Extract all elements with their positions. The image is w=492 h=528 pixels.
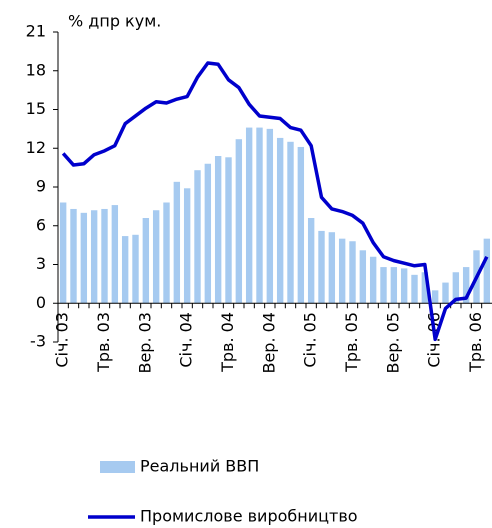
- bar: [318, 230, 325, 304]
- bar: [90, 210, 98, 304]
- y-axis-label: % дпр кум.: [68, 12, 161, 31]
- bar: [152, 210, 160, 304]
- x-tick-label: Січ. 04: [177, 312, 196, 368]
- bar: [235, 139, 243, 304]
- legend-label: Реальний ВВП: [140, 457, 259, 476]
- bar: [256, 127, 263, 304]
- bar: [390, 267, 398, 304]
- x-tick-label: Трв. 03: [94, 312, 113, 373]
- bar: [204, 163, 212, 304]
- x-tick-label: Вер. 03: [135, 312, 154, 374]
- y-tick-label: 12: [26, 138, 46, 157]
- bar: [163, 202, 170, 304]
- y-tick-label: 6: [36, 215, 46, 234]
- bar: [183, 188, 191, 304]
- bar: [462, 267, 470, 304]
- bar: [369, 256, 377, 304]
- bar: [411, 274, 418, 304]
- legend-label: Промислове виробництво: [140, 507, 358, 526]
- bar: [80, 212, 88, 304]
- bar: [266, 128, 274, 304]
- bar: [400, 268, 408, 304]
- x-tick-label: Вер. 04: [259, 312, 278, 374]
- bar: [380, 267, 387, 304]
- bar: [276, 137, 284, 304]
- bar: [245, 127, 253, 304]
- bar: [214, 156, 222, 304]
- bar: [297, 146, 305, 304]
- x-tick-label: Січ. 03: [53, 312, 72, 368]
- x-tick-label: Трв. 06: [466, 312, 485, 373]
- bar: [59, 202, 67, 304]
- bar: [442, 282, 449, 304]
- y-tick-label: 21: [26, 22, 46, 41]
- x-tick-label: Трв. 05: [342, 312, 361, 373]
- y-tick-label: -3: [30, 332, 46, 351]
- y-tick-label: 15: [26, 99, 46, 118]
- bar: [287, 141, 294, 304]
- bar: [173, 181, 181, 304]
- bar: [431, 290, 439, 304]
- bar: [359, 250, 367, 304]
- y-tick-label: 0: [36, 293, 46, 312]
- x-tick-label: Трв. 04: [218, 312, 237, 373]
- bar: [452, 272, 460, 304]
- bar: [483, 238, 491, 304]
- bar: [121, 236, 129, 304]
- bar: [338, 238, 346, 304]
- bar: [225, 157, 232, 304]
- bar: [307, 218, 315, 304]
- bar: [111, 205, 119, 304]
- y-tick-label: 18: [26, 60, 46, 79]
- bar: [142, 218, 150, 304]
- legend-swatch: [100, 461, 135, 473]
- x-tick-label: Вер. 05: [383, 312, 402, 374]
- bar: [132, 234, 139, 304]
- y-tick-label: 3: [36, 254, 46, 273]
- y-tick-label: 9: [36, 177, 46, 196]
- x-tick-label: Січ. 05: [301, 312, 320, 368]
- bar: [349, 241, 356, 304]
- bar: [101, 208, 108, 304]
- line: [61, 61, 489, 342]
- bar: [328, 232, 336, 304]
- bar: [194, 170, 201, 304]
- bar: [70, 208, 77, 304]
- bar: [421, 272, 429, 304]
